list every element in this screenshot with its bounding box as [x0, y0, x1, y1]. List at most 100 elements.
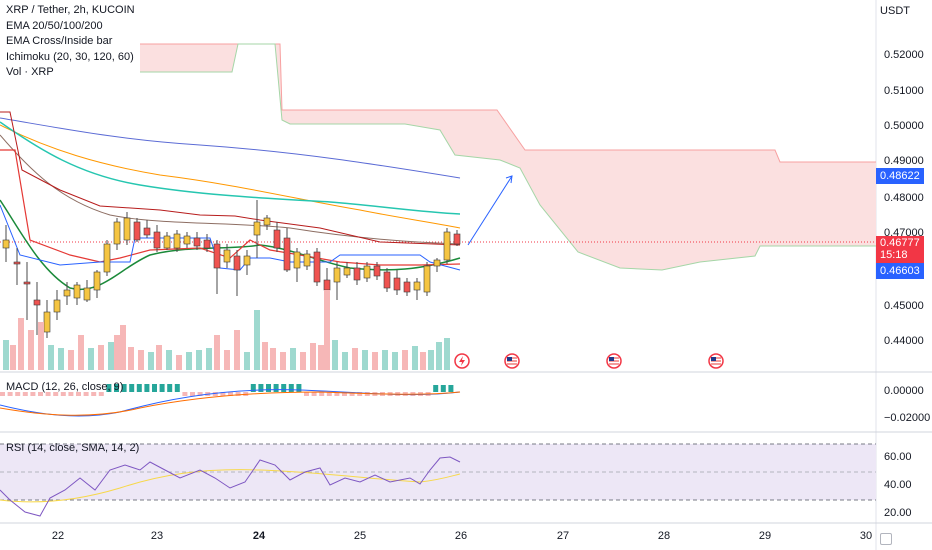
macd-histogram-bar	[76, 392, 81, 396]
macd-histogram-bar	[357, 392, 363, 396]
volume-bar	[88, 348, 94, 370]
candle-body	[363, 265, 371, 279]
last-price-tag: 0.46777 15:18	[876, 236, 924, 263]
indicator-ema[interactable]: EMA 20/50/100/200	[6, 19, 103, 32]
time-tick: 27	[556, 530, 570, 542]
candle-body	[2, 239, 10, 249]
volume-bar	[290, 348, 296, 370]
macd-histogram-bar	[152, 384, 157, 392]
symbol-title[interactable]: XRP / Tether, 2h, KUCOIN	[6, 4, 135, 16]
macd-histogram-bar	[91, 392, 97, 396]
macd-histogram-bar	[212, 392, 218, 396]
chart-legend[interactable]: XRP / Tether, 2h, KUCOIN EMA 20/50/100/2…	[6, 3, 135, 81]
ema100-line	[0, 124, 461, 229]
candle-body	[453, 233, 461, 245]
candle-body	[193, 237, 201, 247]
candle-body	[163, 235, 171, 249]
candle-body	[203, 239, 211, 249]
candle-body	[83, 287, 91, 301]
volume-bar	[206, 348, 212, 370]
candle-body	[123, 217, 131, 241]
candle-body	[443, 231, 451, 261]
volume-bar	[270, 348, 276, 370]
volume-bar	[436, 342, 442, 370]
macd-histogram-bar	[167, 384, 173, 392]
ema50-line	[0, 121, 461, 215]
volume-bar	[186, 352, 192, 370]
macd-histogram-bar	[250, 384, 256, 392]
candle-body	[213, 243, 221, 269]
macd-histogram-bar	[319, 392, 325, 396]
volume-bar	[68, 350, 74, 370]
time-tick: 29	[758, 530, 772, 542]
rsi-tick: 20.00	[884, 507, 912, 519]
candle-body	[233, 255, 241, 271]
last-price-value: 0.46777	[880, 237, 920, 249]
macd-histogram-bar	[30, 392, 36, 396]
macd-histogram-bar	[190, 392, 195, 396]
macd-histogram-bar	[304, 392, 309, 396]
macd-histogram-bar	[106, 384, 112, 392]
candle-body	[43, 311, 51, 333]
indicator-ema-cross[interactable]: EMA Cross/Inside bar	[6, 35, 113, 47]
volume-bar	[254, 310, 260, 370]
volume-bar	[38, 322, 44, 370]
candle-body	[403, 281, 411, 293]
candle-body	[353, 267, 361, 281]
price-tick: 0.51000	[884, 85, 924, 97]
candle-body	[273, 229, 281, 249]
price-tick: 0.44000	[884, 335, 924, 347]
ichimoku-cloud	[140, 44, 876, 270]
ichimoku-span-b	[140, 43, 876, 271]
volume-bar	[166, 350, 172, 370]
volume-bar	[78, 335, 84, 370]
macd-histogram-bar	[114, 384, 119, 392]
candle-body	[13, 261, 21, 265]
time-tick: 22	[51, 530, 65, 542]
price-tick: 0.50000	[884, 120, 924, 132]
time-tick: 25	[353, 530, 367, 542]
rsi-tick: 60.00	[884, 451, 912, 463]
macd-histogram-bar	[258, 384, 264, 392]
chikou-line	[0, 111, 461, 246]
settings-corner-button[interactable]	[880, 533, 892, 545]
volume-bar	[300, 352, 306, 370]
volume-bar	[214, 335, 220, 370]
volume-bar	[382, 350, 388, 370]
bar-countdown: 15:18	[880, 249, 908, 261]
candle-body	[293, 251, 301, 269]
macd-histogram-bar	[22, 392, 28, 396]
candle-body	[383, 271, 391, 289]
volume-bar	[28, 330, 34, 370]
time-tick: 23	[150, 530, 164, 542]
macd-histogram-bar	[136, 384, 142, 392]
candle-body	[373, 265, 381, 277]
macd-histogram-bar	[334, 392, 340, 396]
rsi-label[interactable]: RSI (14, close, SMA, 14, 2)	[6, 442, 140, 454]
volume-bar	[324, 290, 330, 370]
price-tick: 0.45000	[884, 300, 924, 312]
volume-bar	[428, 350, 434, 370]
indicator-ichimoku[interactable]: Ichimoku (20, 30, 120, 60)	[6, 50, 134, 63]
flag-canton	[711, 357, 716, 361]
volume-bar	[176, 355, 182, 370]
volume-bar	[420, 352, 426, 370]
indicator-volume[interactable]: Vol · XRP	[6, 66, 54, 78]
macd-histogram-bar	[144, 384, 150, 392]
candle-body	[243, 255, 251, 266]
volume-bar	[98, 345, 104, 370]
candle-body	[133, 221, 141, 241]
candle-body	[113, 221, 121, 245]
rsi-tick: 40.00	[884, 479, 912, 491]
candle-body	[423, 265, 431, 293]
candle-body	[53, 299, 61, 313]
macd-label[interactable]: MACD (12, 26, close, 9)	[6, 381, 124, 393]
macd-histogram-bar	[45, 392, 51, 396]
macd-tick: −0.02000	[884, 412, 931, 424]
candle-body	[93, 271, 101, 291]
upper-band-tag: 0.48622	[876, 168, 924, 184]
volume-bar	[318, 345, 324, 370]
macd-histogram-bar	[296, 384, 302, 392]
flag-canton	[609, 357, 614, 361]
